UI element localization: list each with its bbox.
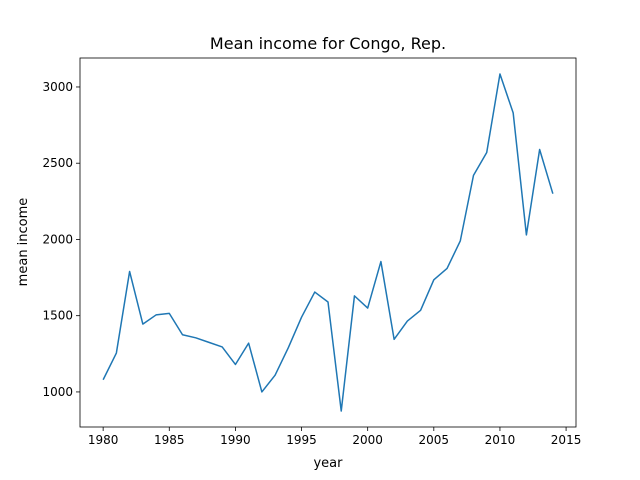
x-axis-label: year xyxy=(313,456,343,471)
y-tick-label-3: 2500 xyxy=(42,156,73,170)
plot-area: 1980 1985 1990 1995 2000 2005 2010 2015 1000 1500… xyxy=(42,57,582,447)
x-tick-label-6: 2010 xyxy=(485,433,516,447)
x-tick-label-0: 1980 xyxy=(88,433,119,447)
plot-frame xyxy=(79,57,577,428)
x-tick-label-7: 2015 xyxy=(551,433,582,447)
x-tick-label-1: 1985 xyxy=(154,433,185,447)
y-tick-label-2: 2000 xyxy=(42,232,73,246)
x-tick-label-5: 2005 xyxy=(419,433,450,447)
x-tick-label-3: 1995 xyxy=(286,433,317,447)
x-tick-label-4: 2000 xyxy=(352,433,383,447)
y-tick-label-4: 3000 xyxy=(42,80,73,94)
chart-title: Mean income for Congo, Rep. xyxy=(210,34,446,53)
series-line-0 xyxy=(102,73,554,412)
y-tick-label-1: 1500 xyxy=(42,309,73,323)
x-tick-label-2: 1990 xyxy=(220,433,251,447)
y-tick-label-0: 1000 xyxy=(42,385,73,399)
y-axis-label: mean income xyxy=(16,198,31,287)
